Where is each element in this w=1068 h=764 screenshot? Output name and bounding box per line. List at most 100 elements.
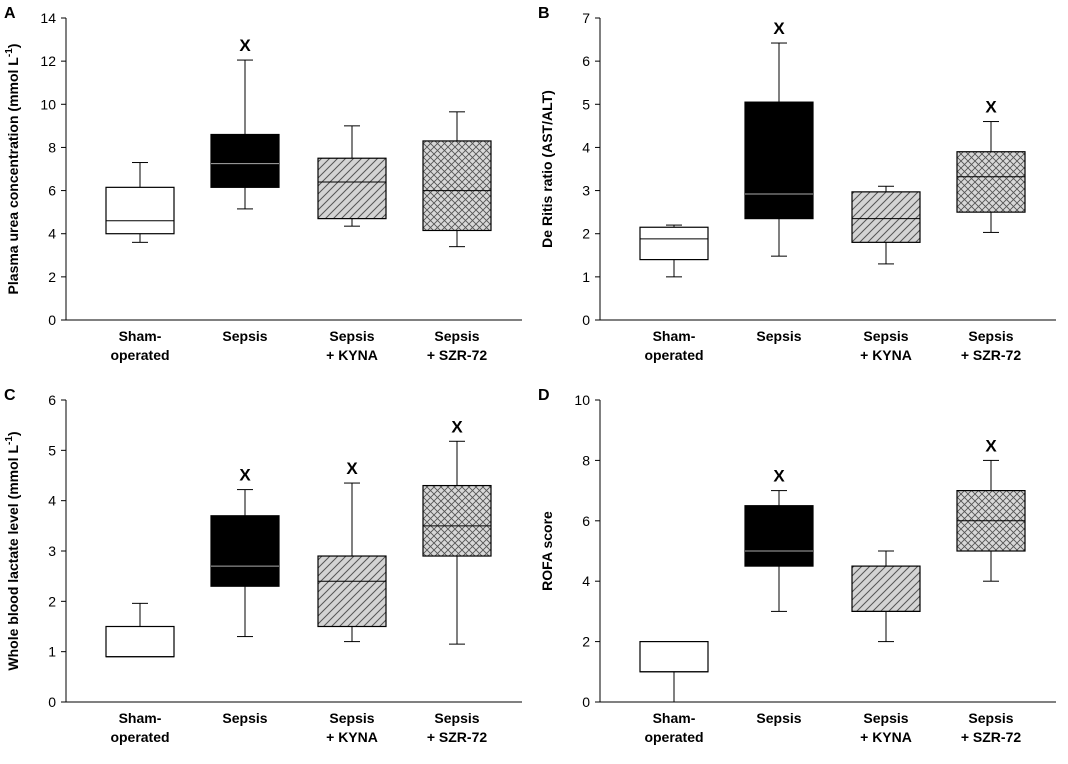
box-plot-1 (105, 162, 175, 243)
box-plot-4: X (956, 436, 1026, 582)
y-tick-label: 5 (582, 96, 590, 112)
box-plot-4: X (422, 417, 492, 645)
y-tick-label: 3 (48, 543, 56, 559)
y-axis-label: Whole blood lactate level (mmol L-1) (4, 431, 21, 670)
category-label: Sepsis (434, 710, 479, 726)
y-tick-label: 0 (582, 312, 590, 328)
y-tick-label: 4 (582, 573, 590, 589)
category-label: operated (644, 347, 703, 363)
y-tick-label: 7 (582, 10, 590, 26)
category-label: + KYNA (860, 347, 912, 363)
box-plot-3: X (317, 459, 387, 643)
box-plot-2: X (744, 19, 814, 257)
category-label: Sham- (119, 328, 162, 344)
category-label: operated (110, 729, 169, 745)
y-tick-label: 10 (40, 96, 56, 112)
y-axis-label-text: Whole blood lactate level (mmol L (5, 445, 21, 671)
category-label: Sepsis (434, 328, 479, 344)
box-plot-1 (639, 224, 709, 278)
y-tick-label: 0 (48, 694, 56, 710)
y-tick-label: 10 (574, 392, 590, 408)
category-label: Sepsis (329, 328, 374, 344)
y-tick-label: 4 (48, 226, 56, 242)
y-tick-label: 2 (48, 593, 56, 609)
y-axis-label-sup: -1 (4, 436, 15, 445)
significance-mark: X (346, 459, 358, 478)
panel-c: 0 1 2 3 4 5 6 C Whole blood lactate level (mmol … (0, 382, 534, 764)
y-tick-label: 1 (582, 269, 590, 285)
category-label: + KYNA (326, 729, 378, 745)
panel-d: 0 2 4 6 8 10 D ROFA score Sham-operated Sepsis Sep… (534, 382, 1068, 764)
y-axis-label-text: Plasma urea concentration (mmol L (5, 57, 21, 295)
panel-a: 0 2 4 6 8 10 12 14 A Plasma urea concentration (m… (0, 0, 534, 382)
box-iqr (317, 157, 387, 220)
category-label: + KYNA (860, 729, 912, 745)
y-tick-label: 6 (48, 183, 56, 199)
y-tick-label: 5 (48, 442, 56, 458)
box-plot-2: X (210, 466, 280, 638)
panel-letter: D (538, 387, 550, 404)
category-label: Sepsis (329, 710, 374, 726)
category-label: Sham- (119, 710, 162, 726)
significance-mark: X (239, 36, 251, 55)
significance-mark: X (773, 467, 785, 486)
box-iqr (639, 226, 709, 261)
box-plot-3 (851, 185, 921, 265)
y-tick-label: 2 (582, 634, 590, 650)
category-label: Sham- (653, 710, 696, 726)
category-label: + KYNA (326, 347, 378, 363)
category-label: Sham- (653, 328, 696, 344)
box-iqr (317, 555, 387, 628)
category-label: operated (110, 347, 169, 363)
box-iqr (210, 515, 280, 587)
y-tick-label: 12 (40, 53, 56, 69)
category-label: Sepsis (968, 328, 1013, 344)
y-tick-label: 8 (582, 452, 590, 468)
chart-svg-c: 0 1 2 3 4 5 6 C Whole blood lactate level (mmol … (4, 387, 522, 745)
box-iqr (422, 484, 492, 557)
category-label: Sepsis (863, 710, 908, 726)
y-tick-label: 0 (582, 694, 590, 710)
box-iqr (744, 505, 814, 567)
category-label: Sepsis (863, 328, 908, 344)
box-iqr (956, 151, 1026, 213)
box-iqr (210, 133, 280, 188)
y-tick-label: 2 (582, 226, 590, 242)
chart-svg-a: 0 2 4 6 8 10 12 14 A Plasma urea concentration (m… (4, 5, 522, 363)
category-label: Sepsis (756, 710, 801, 726)
box-iqr (744, 101, 814, 220)
box-iqr (851, 565, 921, 613)
box-iqr (422, 140, 492, 232)
significance-mark: X (239, 466, 251, 485)
box-iqr (639, 641, 709, 673)
box-plot-2: X (744, 467, 814, 612)
y-tick-label: 8 (48, 139, 56, 155)
y-axis-label-text: De Ritis ratio (AST/ALT) (539, 90, 555, 248)
category-label: + SZR-72 (961, 729, 1022, 745)
y-tick-label: 6 (582, 513, 590, 529)
chart-svg-d: 0 2 4 6 8 10 D ROFA score Sham-operated Sepsis Sep… (538, 387, 1056, 745)
panel-letter: C (4, 387, 16, 404)
category-label: + SZR-72 (427, 729, 488, 745)
y-axis-label-end: ) (5, 44, 21, 49)
box-plot-1 (639, 641, 709, 703)
y-tick-label: 6 (48, 392, 56, 408)
y-tick-label: 1 (48, 644, 56, 660)
y-axis-label-text: ROFA score (539, 511, 555, 591)
y-tick-label: 14 (40, 10, 56, 26)
y-tick-label: 2 (48, 269, 56, 285)
y-tick-label: 6 (582, 53, 590, 69)
category-label: Sepsis (222, 328, 267, 344)
box-plot-1 (105, 602, 175, 658)
y-axis-label-end: ) (5, 431, 21, 436)
category-label: + SZR-72 (427, 347, 488, 363)
y-axis-label: ROFA score (539, 511, 555, 591)
box-iqr (851, 191, 921, 243)
panel-letter: A (4, 5, 16, 22)
box-plot-4: X (956, 98, 1026, 233)
category-label: Sepsis (222, 710, 267, 726)
y-axis-label-sup: -1 (4, 48, 15, 57)
box-plot-4 (422, 111, 492, 248)
panel-b: 0 1 2 3 4 5 6 7 B De Ritis ratio (AST/ALT) Sham-op… (534, 0, 1068, 382)
box-plot-2: X (210, 36, 280, 210)
